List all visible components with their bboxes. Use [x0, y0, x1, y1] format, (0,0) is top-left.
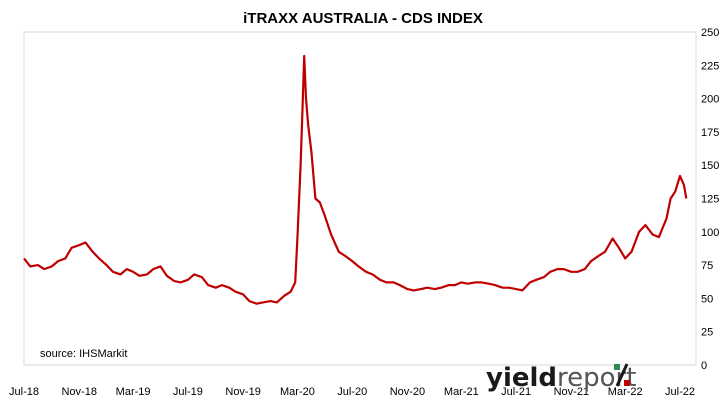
logo-text-regular: report — [557, 363, 636, 393]
y-tick-label: 200 — [701, 94, 719, 106]
y-tick-label: 150 — [701, 160, 719, 172]
x-tick-label: Mar-22 — [608, 386, 643, 398]
y-tick-label: 175 — [701, 127, 719, 139]
svg-text:yieldreport: yieldreport — [486, 363, 636, 393]
x-tick-label: Mar-20 — [280, 386, 315, 398]
x-tick-label: Jul-21 — [501, 386, 531, 398]
y-tick-label: 50 — [701, 293, 713, 305]
plot-area — [23, 31, 697, 366]
series-line — [23, 54, 688, 305]
x-tick-label: Nov-19 — [225, 386, 260, 398]
logo-text-bold: yield — [486, 363, 557, 393]
x-tick-label: Jul-19 — [173, 386, 203, 398]
y-tick-label: 75 — [701, 260, 713, 272]
y-axis: 0 25 50 75 100 125 150 175 200 225 250 — [701, 27, 719, 372]
source-note: source: IHSMarkit — [40, 348, 127, 360]
x-axis: Jul-18 Nov-18 Mar-19 Jul-19 Nov-19 Mar-20 Jul-… — [9, 386, 695, 398]
x-tick-label: Jul-20 — [337, 386, 367, 398]
y-tick-label: 125 — [701, 194, 719, 206]
x-tick-label: Mar-21 — [444, 386, 479, 398]
y-tick-label: 250 — [701, 27, 719, 39]
percent-logo-icon — [614, 363, 630, 387]
y-tick-label: 25 — [701, 327, 713, 339]
y-tick-label: 0 — [701, 360, 707, 372]
x-tick-label: Jul-22 — [665, 386, 695, 398]
x-tick-label: Nov-18 — [61, 386, 96, 398]
x-tick-label: Nov-21 — [554, 386, 589, 398]
x-tick-label: Jul-18 — [9, 386, 39, 398]
chart-title: iTRAXX AUSTRALIA - CDS INDEX — [243, 10, 483, 27]
y-tick-label: 225 — [701, 60, 719, 72]
y-tick-label: 100 — [701, 227, 719, 239]
yieldreport-logo: yieldreport — [486, 363, 636, 393]
x-tick-label: Mar-19 — [116, 386, 151, 398]
x-tick-label: Nov-20 — [390, 386, 425, 398]
